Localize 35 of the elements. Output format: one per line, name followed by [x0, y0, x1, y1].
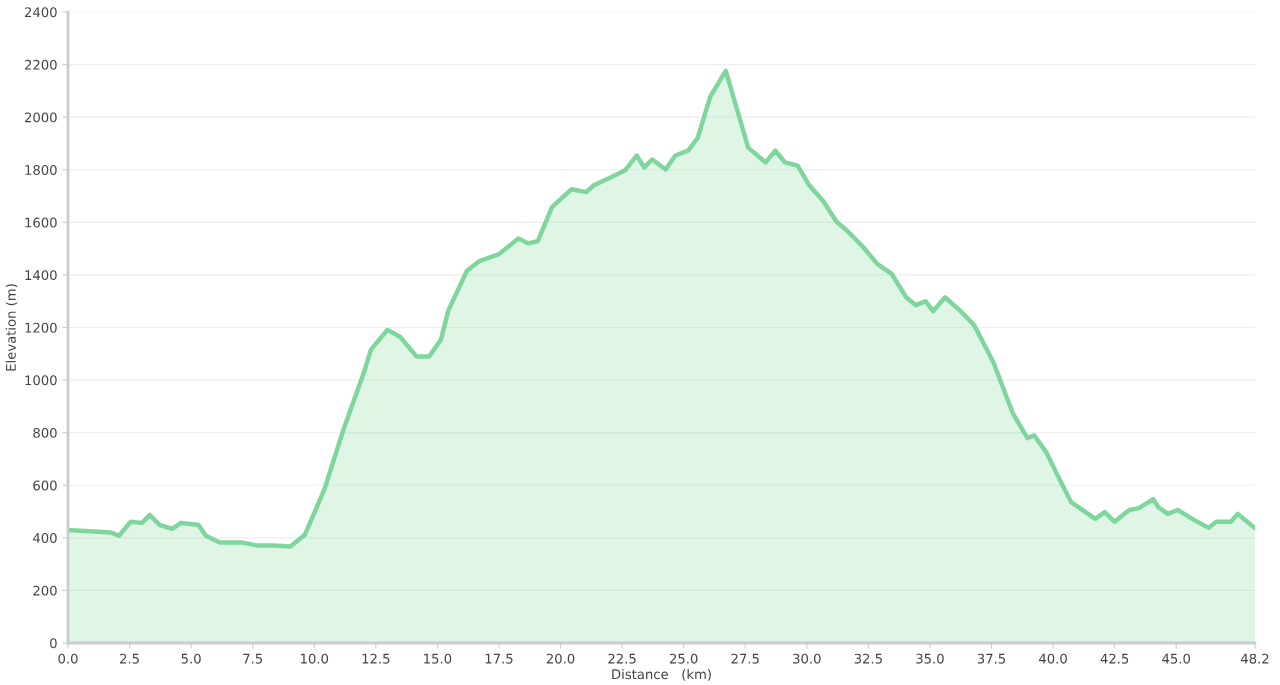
y-axis-title: Elevation (m) [5, 284, 18, 371]
x-tick-label: 15.0 [424, 653, 452, 664]
y-tick-label: 1800 [25, 164, 57, 175]
x-tick-label: 45.0 [1162, 653, 1191, 664]
x-tick-label: 35.0 [916, 653, 944, 664]
x-tick-label: 22.5 [608, 653, 636, 664]
y-tick-label: 1600 [25, 217, 57, 228]
x-tick-label: 42.5 [1100, 653, 1129, 664]
y-tick-label: 1400 [25, 270, 57, 281]
x-tick-label: 25.0 [669, 653, 698, 664]
x-tick-label: 27.5 [731, 653, 759, 664]
x-tick-label: 5.0 [181, 653, 201, 664]
x-tick-label: 12.5 [362, 653, 390, 664]
x-tick-label: 2.5 [120, 653, 139, 664]
y-tick-label: 0 [50, 638, 57, 649]
x-tick-label: 30.0 [793, 653, 821, 664]
y-tick-label: 2000 [24, 112, 57, 123]
x-axis-title: Distance (km) [612, 668, 711, 681]
x-tick-label: 37.5 [977, 653, 1006, 664]
y-tick-label: 1000 [25, 375, 57, 386]
x-tick-label: 0.0 [58, 653, 78, 664]
y-tick-label: 1200 [25, 322, 57, 333]
x-tick-label: 32.5 [854, 653, 882, 664]
y-tick-label: 800 [33, 427, 57, 438]
y-tick-label: 2400 [24, 7, 57, 18]
x-tick-label: 7.5 [243, 653, 263, 664]
x-tick-label: 48.2 [1240, 653, 1269, 664]
y-tick-label: 400 [33, 533, 57, 544]
x-tick-label: 10.0 [301, 653, 329, 664]
x-tick-label: 20.0 [546, 653, 575, 664]
x-tick-label: 17.5 [485, 653, 513, 664]
y-tick-label: 200 [33, 585, 57, 596]
y-tick-label: 2200 [24, 59, 57, 70]
x-tick-label: 40.0 [1039, 653, 1067, 664]
y-tick-label: 600 [33, 480, 57, 491]
